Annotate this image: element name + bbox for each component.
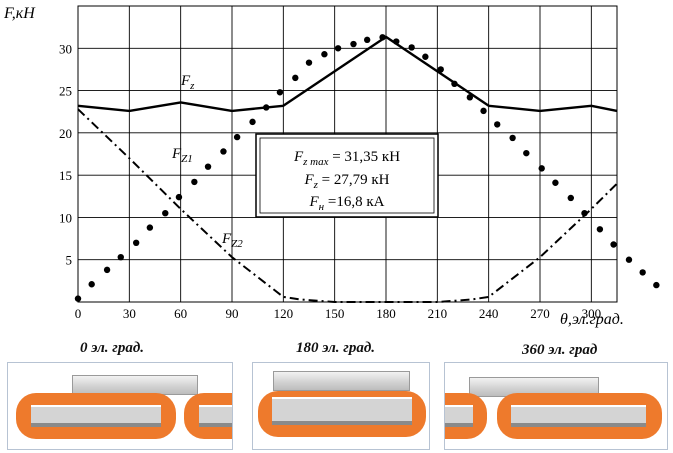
x-tick-label: 150 — [325, 306, 345, 321]
series-point-fz1 — [204, 163, 212, 170]
series-point-fz1 — [538, 165, 545, 172]
series-point-fz1 — [103, 266, 111, 274]
annotation-line-1: Fz max = 31,35 кН — [293, 149, 400, 168]
annotation-box: Fz max = 31,35 кН Fz = 27,79 кН Fн =16,8… — [255, 133, 439, 218]
series-label-fz1: FZ1 — [171, 146, 193, 165]
coil-core — [511, 405, 646, 427]
series-point-fz1 — [639, 269, 646, 276]
series-point-fz1 — [162, 210, 169, 217]
y-tick-label: 5 — [66, 253, 73, 268]
series-point-fz1 — [625, 256, 633, 263]
series-point-fz1 — [552, 179, 559, 186]
y-tick-label: 15 — [59, 168, 72, 183]
panel-caption-0: 0 эл. град. — [80, 340, 145, 356]
series-point-fz1 — [437, 66, 444, 73]
series-point-fz1 — [132, 239, 140, 246]
y-tick-label: 30 — [59, 41, 72, 56]
series-point-fz1 — [610, 241, 617, 248]
armature-bar — [72, 375, 198, 395]
x-tick-label: 90 — [226, 306, 239, 321]
coil-core — [272, 397, 412, 425]
annotation-line-2: Fz = 27,79 кН — [303, 172, 389, 191]
y-tick-label: 25 — [59, 84, 72, 99]
series-point-fz1 — [276, 89, 284, 96]
series-point-fz1 — [653, 281, 660, 289]
series-point-fz1 — [451, 80, 458, 88]
panel-caption-180: 180 эл. град. — [296, 340, 376, 356]
coil-core — [31, 405, 161, 427]
x-tick-label: 240 — [479, 306, 499, 321]
x-tick-labels: 0 30 60 90 120 150 180 210 240 270 300 — [75, 306, 601, 321]
series-point-fz1 — [523, 149, 530, 157]
series-point-fz1 — [263, 104, 270, 111]
coil-neighbor — [184, 393, 232, 439]
annotation-line-3: Fн =16,8 кА — [309, 194, 385, 213]
series-point-fz1 — [146, 224, 154, 231]
series-line-fz2 — [77, 108, 618, 303]
series-point-fz1 — [175, 193, 183, 201]
series-point-fz1 — [74, 295, 82, 302]
y-tick-labels: 5 10 15 20 25 30 — [59, 41, 72, 267]
series-label-fz: Fz — [180, 73, 195, 92]
series-point-fz1 — [321, 51, 328, 58]
position-panel-360 — [444, 362, 668, 450]
series-point-fz1 — [494, 121, 501, 128]
series-point-fz1 — [233, 133, 241, 141]
series-point-fz1 — [408, 44, 415, 51]
x-axis-label: θ,эл.град. — [560, 311, 624, 328]
x-tick-label: 210 — [428, 306, 448, 321]
coil — [258, 391, 426, 437]
coil-core — [445, 405, 473, 427]
series-label-fz2: FZ2 — [221, 231, 243, 250]
coil — [497, 393, 662, 439]
series-point-fz1 — [379, 34, 386, 41]
y-tick-label: 20 — [59, 126, 72, 141]
series-point-fz1 — [249, 118, 256, 126]
x-tick-label: 270 — [530, 306, 550, 321]
series-point-fz1 — [363, 36, 371, 44]
series-point-fz1 — [88, 281, 95, 288]
series-point-fz1 — [305, 59, 313, 66]
coil-core — [199, 405, 232, 427]
series-point-fz1 — [480, 107, 487, 115]
x-tick-label: 0 — [75, 306, 82, 321]
series-line-fz — [77, 35, 618, 113]
x-tick-label: 300 — [582, 306, 602, 321]
series-point-fz1 — [334, 45, 342, 52]
chart-series — [74, 34, 660, 303]
force-chart: 0 30 60 90 120 150 180 210 240 270 300 5 10 15 20 25 30… — [3, 5, 660, 328]
armature-bar — [273, 371, 410, 391]
position-panel-0 — [7, 362, 233, 450]
y-tick-label: 10 — [59, 210, 72, 225]
series-point-fz1 — [596, 226, 604, 233]
x-tick-label: 180 — [376, 306, 396, 321]
series-point-fz1 — [220, 148, 227, 155]
series-point-fz1 — [567, 194, 574, 202]
coil — [16, 393, 176, 439]
series-point-fz1 — [191, 178, 198, 186]
series-point-fz1 — [292, 74, 299, 82]
series-point-fz1 — [422, 53, 429, 60]
series-point-fz1 — [393, 38, 400, 45]
series-point-fz1 — [117, 253, 124, 261]
x-tick-label: 60 — [174, 306, 187, 321]
y-axis-label: F,кН — [3, 5, 36, 22]
series-point-fz1 — [466, 94, 474, 101]
series-point-fz1 — [350, 40, 357, 48]
coil-neighbor — [445, 393, 487, 439]
x-tick-label: 120 — [274, 306, 294, 321]
x-tick-label: 30 — [123, 306, 136, 321]
series-point-fz1 — [509, 134, 516, 142]
panel-caption-360: 360 эл. град — [522, 342, 598, 358]
position-panel-180 — [252, 362, 430, 450]
